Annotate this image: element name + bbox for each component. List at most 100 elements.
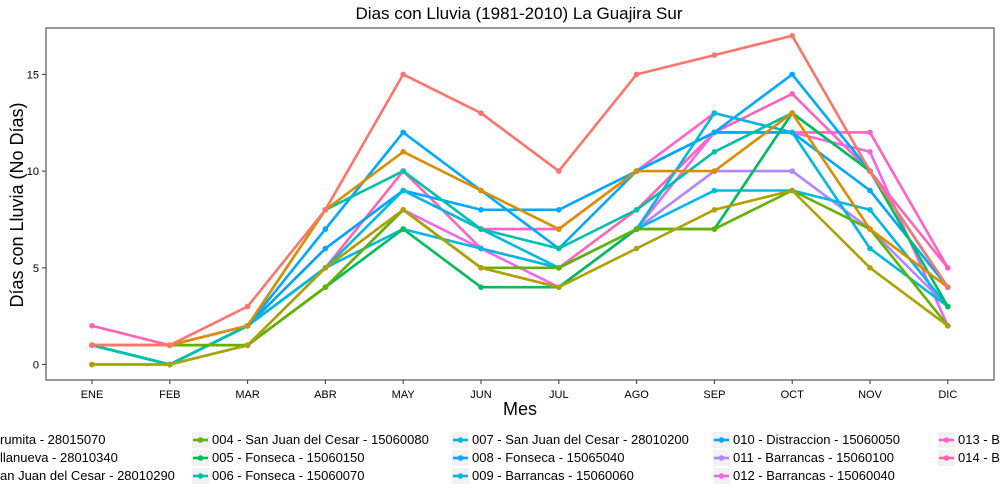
data-point xyxy=(556,226,562,232)
data-point xyxy=(867,226,873,232)
legend-key-point xyxy=(457,473,464,479)
x-tick-label: FEB xyxy=(159,389,180,401)
y-tick-label: 15 xyxy=(27,69,39,81)
legend-label: an Juan del Cesar - 28010290 xyxy=(0,468,175,483)
legend-label: 005 - Fonseca - 15060150 xyxy=(212,450,365,465)
data-point xyxy=(167,361,173,368)
legend-item: 004 - San Juan del Cesar - 15060080 xyxy=(192,432,429,448)
data-point xyxy=(478,110,484,116)
legend-key-point xyxy=(197,437,204,443)
legend-item: 011 - Barrancas - 15060100 xyxy=(713,450,894,466)
data-point xyxy=(711,207,718,213)
legend: rumita - 28015070 llanueva - 28010340 an J… xyxy=(0,432,1000,484)
data-point xyxy=(478,245,484,252)
data-point xyxy=(556,265,562,271)
legend-key-point xyxy=(457,455,464,461)
data-point xyxy=(867,149,873,155)
data-point xyxy=(633,207,640,213)
data-point xyxy=(633,71,640,78)
data-point xyxy=(867,207,873,213)
y-tick-label: 5 xyxy=(33,263,39,275)
data-point xyxy=(400,129,407,136)
legend-key-point xyxy=(943,455,950,461)
data-point xyxy=(400,149,407,155)
legend-item: 009 - Barrancas - 15060060 xyxy=(452,468,634,484)
data-point xyxy=(400,187,407,194)
data-point xyxy=(89,361,95,368)
y-axis-title: Días con Lluvia (No Días) xyxy=(7,102,27,307)
data-point xyxy=(89,342,95,349)
data-point xyxy=(789,91,795,97)
data-point xyxy=(244,303,251,310)
x-tick-label: ABR xyxy=(314,389,337,401)
legend-label: 012 - Barrancas - 15060040 xyxy=(733,468,895,483)
data-point xyxy=(556,245,562,252)
series-1 xyxy=(89,32,951,349)
legend-item: 005 - Fonseca - 15060150 xyxy=(192,450,365,466)
plot-frame xyxy=(45,27,995,381)
legend-key-point xyxy=(718,473,725,479)
data-point xyxy=(867,168,873,174)
series-line xyxy=(90,111,950,347)
legend-item: 007 - San Juan del Cesar - 28010200 xyxy=(452,432,689,448)
data-point xyxy=(556,168,562,174)
legend-item: rumita - 28015070 xyxy=(0,432,106,447)
data-point xyxy=(244,342,251,349)
legend-label: 010 - Distraccion - 15060050 xyxy=(733,432,900,447)
series-4 xyxy=(89,187,951,349)
legend-label: 006 - Fonseca - 15060070 xyxy=(212,468,365,483)
y-tick-label: 0 xyxy=(33,360,39,372)
series-line xyxy=(90,34,950,347)
series-line xyxy=(90,111,950,347)
x-tick-label: AGO xyxy=(624,389,649,401)
x-tick-label: ENE xyxy=(81,389,104,401)
x-tick-label: NOV xyxy=(858,389,883,401)
data-point xyxy=(711,187,718,194)
legend-label: llanueva - 28010340 xyxy=(0,450,118,465)
series-line xyxy=(90,189,950,366)
data-point xyxy=(478,284,484,291)
data-point xyxy=(789,110,795,116)
data-point xyxy=(711,226,718,232)
x-tick-label: DIC xyxy=(938,389,957,401)
data-point xyxy=(789,187,795,194)
data-point xyxy=(322,226,329,232)
data-point xyxy=(867,129,873,136)
legend-key-point xyxy=(457,437,464,443)
legend-item: an Juan del Cesar - 28010290 xyxy=(0,468,175,483)
legend-label: 004 - San Juan del Cesar - 15060080 xyxy=(212,432,429,447)
data-point xyxy=(400,207,407,213)
data-point xyxy=(945,323,951,329)
data-point xyxy=(244,323,251,329)
series-layer xyxy=(89,32,951,368)
data-point xyxy=(945,265,951,271)
data-point xyxy=(789,71,795,78)
data-point xyxy=(711,149,718,155)
x-tick-label: SEP xyxy=(703,389,725,401)
legend-label: 007 - San Juan del Cesar - 28010200 xyxy=(472,432,689,447)
data-point xyxy=(867,187,873,194)
legend-label: 009 - Barrancas - 15060060 xyxy=(472,468,634,483)
series-6 xyxy=(89,110,951,368)
series-line xyxy=(90,189,950,347)
legend-item: 008 - Fonseca - 15065040 xyxy=(452,450,625,466)
data-point xyxy=(167,342,173,349)
data-point xyxy=(633,168,640,174)
x-tick-label: OCT xyxy=(781,389,805,401)
data-point xyxy=(322,284,329,291)
series-13 xyxy=(89,110,951,349)
data-point xyxy=(789,168,795,174)
series-3 xyxy=(89,187,951,368)
data-point xyxy=(945,284,951,291)
data-point xyxy=(400,226,407,232)
data-point xyxy=(711,52,718,58)
x-axis-ticks: ENE FEB MAR ABR MAY JUN JUL AGO SEP OCT NOV DIC xyxy=(81,380,957,401)
data-point xyxy=(867,265,873,271)
legend-item: 012 - Barrancas - 15060040 xyxy=(713,468,895,484)
data-point xyxy=(478,226,484,232)
legend-item: 010 - Distraccion - 15060050 xyxy=(713,432,900,448)
data-point xyxy=(945,303,951,310)
y-axis-ticks: 0 5 10 15 xyxy=(27,69,46,372)
data-point xyxy=(711,168,718,174)
